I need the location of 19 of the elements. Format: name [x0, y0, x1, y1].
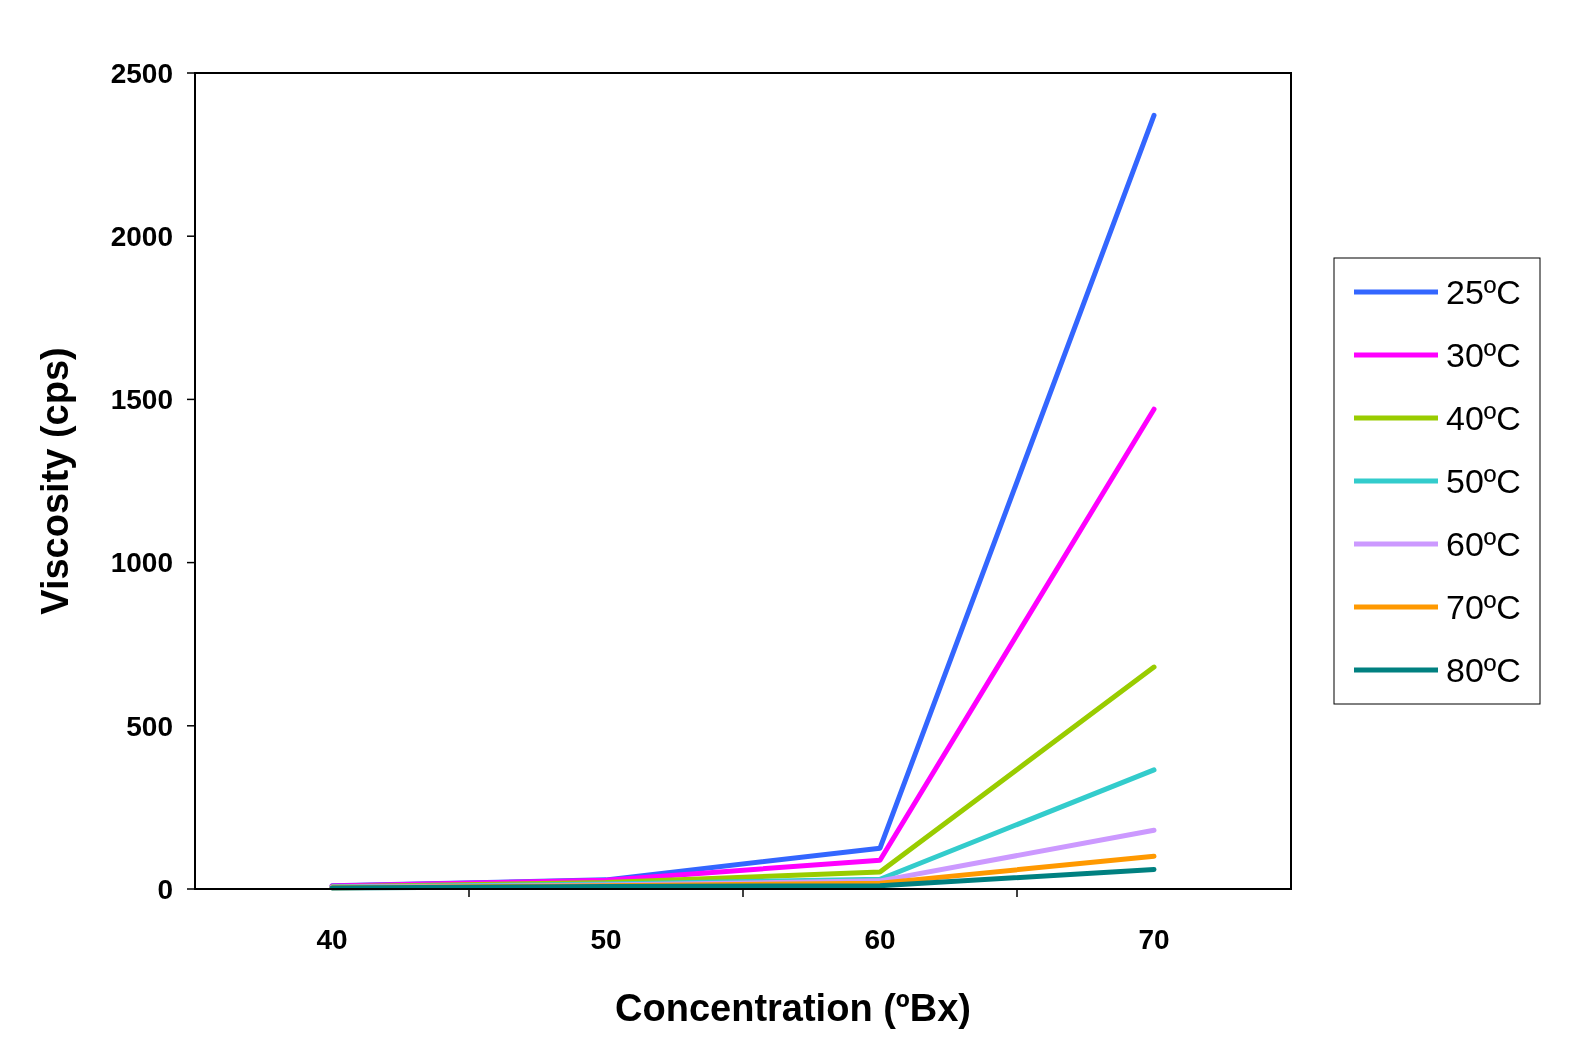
- legend-label: 30ºC: [1446, 335, 1521, 374]
- y-axis-title: Viscosity (cps): [34, 347, 76, 615]
- y-tick-label: 1500: [110, 384, 173, 416]
- x-tick-label: 60: [864, 924, 896, 955]
- y-tick-label: 2500: [110, 57, 173, 89]
- y-tick-label: 500: [126, 710, 173, 742]
- y-tick-label: 0: [157, 873, 173, 905]
- legend-label: 40ºC: [1446, 398, 1521, 437]
- legend-label: 60ºC: [1446, 524, 1521, 563]
- legend-label: 50ºC: [1446, 461, 1521, 500]
- x-axis-title: Concentration (ºBx): [615, 987, 971, 1029]
- x-tick-label: 50: [590, 924, 622, 955]
- y-tick-label: 1000: [110, 547, 173, 579]
- y-tick-label: 2000: [110, 221, 173, 252]
- legend-label: 25ºC: [1446, 272, 1521, 311]
- legend-label: 80ºC: [1446, 650, 1521, 689]
- legend-label: 70ºC: [1446, 587, 1521, 626]
- x-tick-label: 70: [1138, 924, 1170, 955]
- x-tick-label: 40: [316, 924, 348, 955]
